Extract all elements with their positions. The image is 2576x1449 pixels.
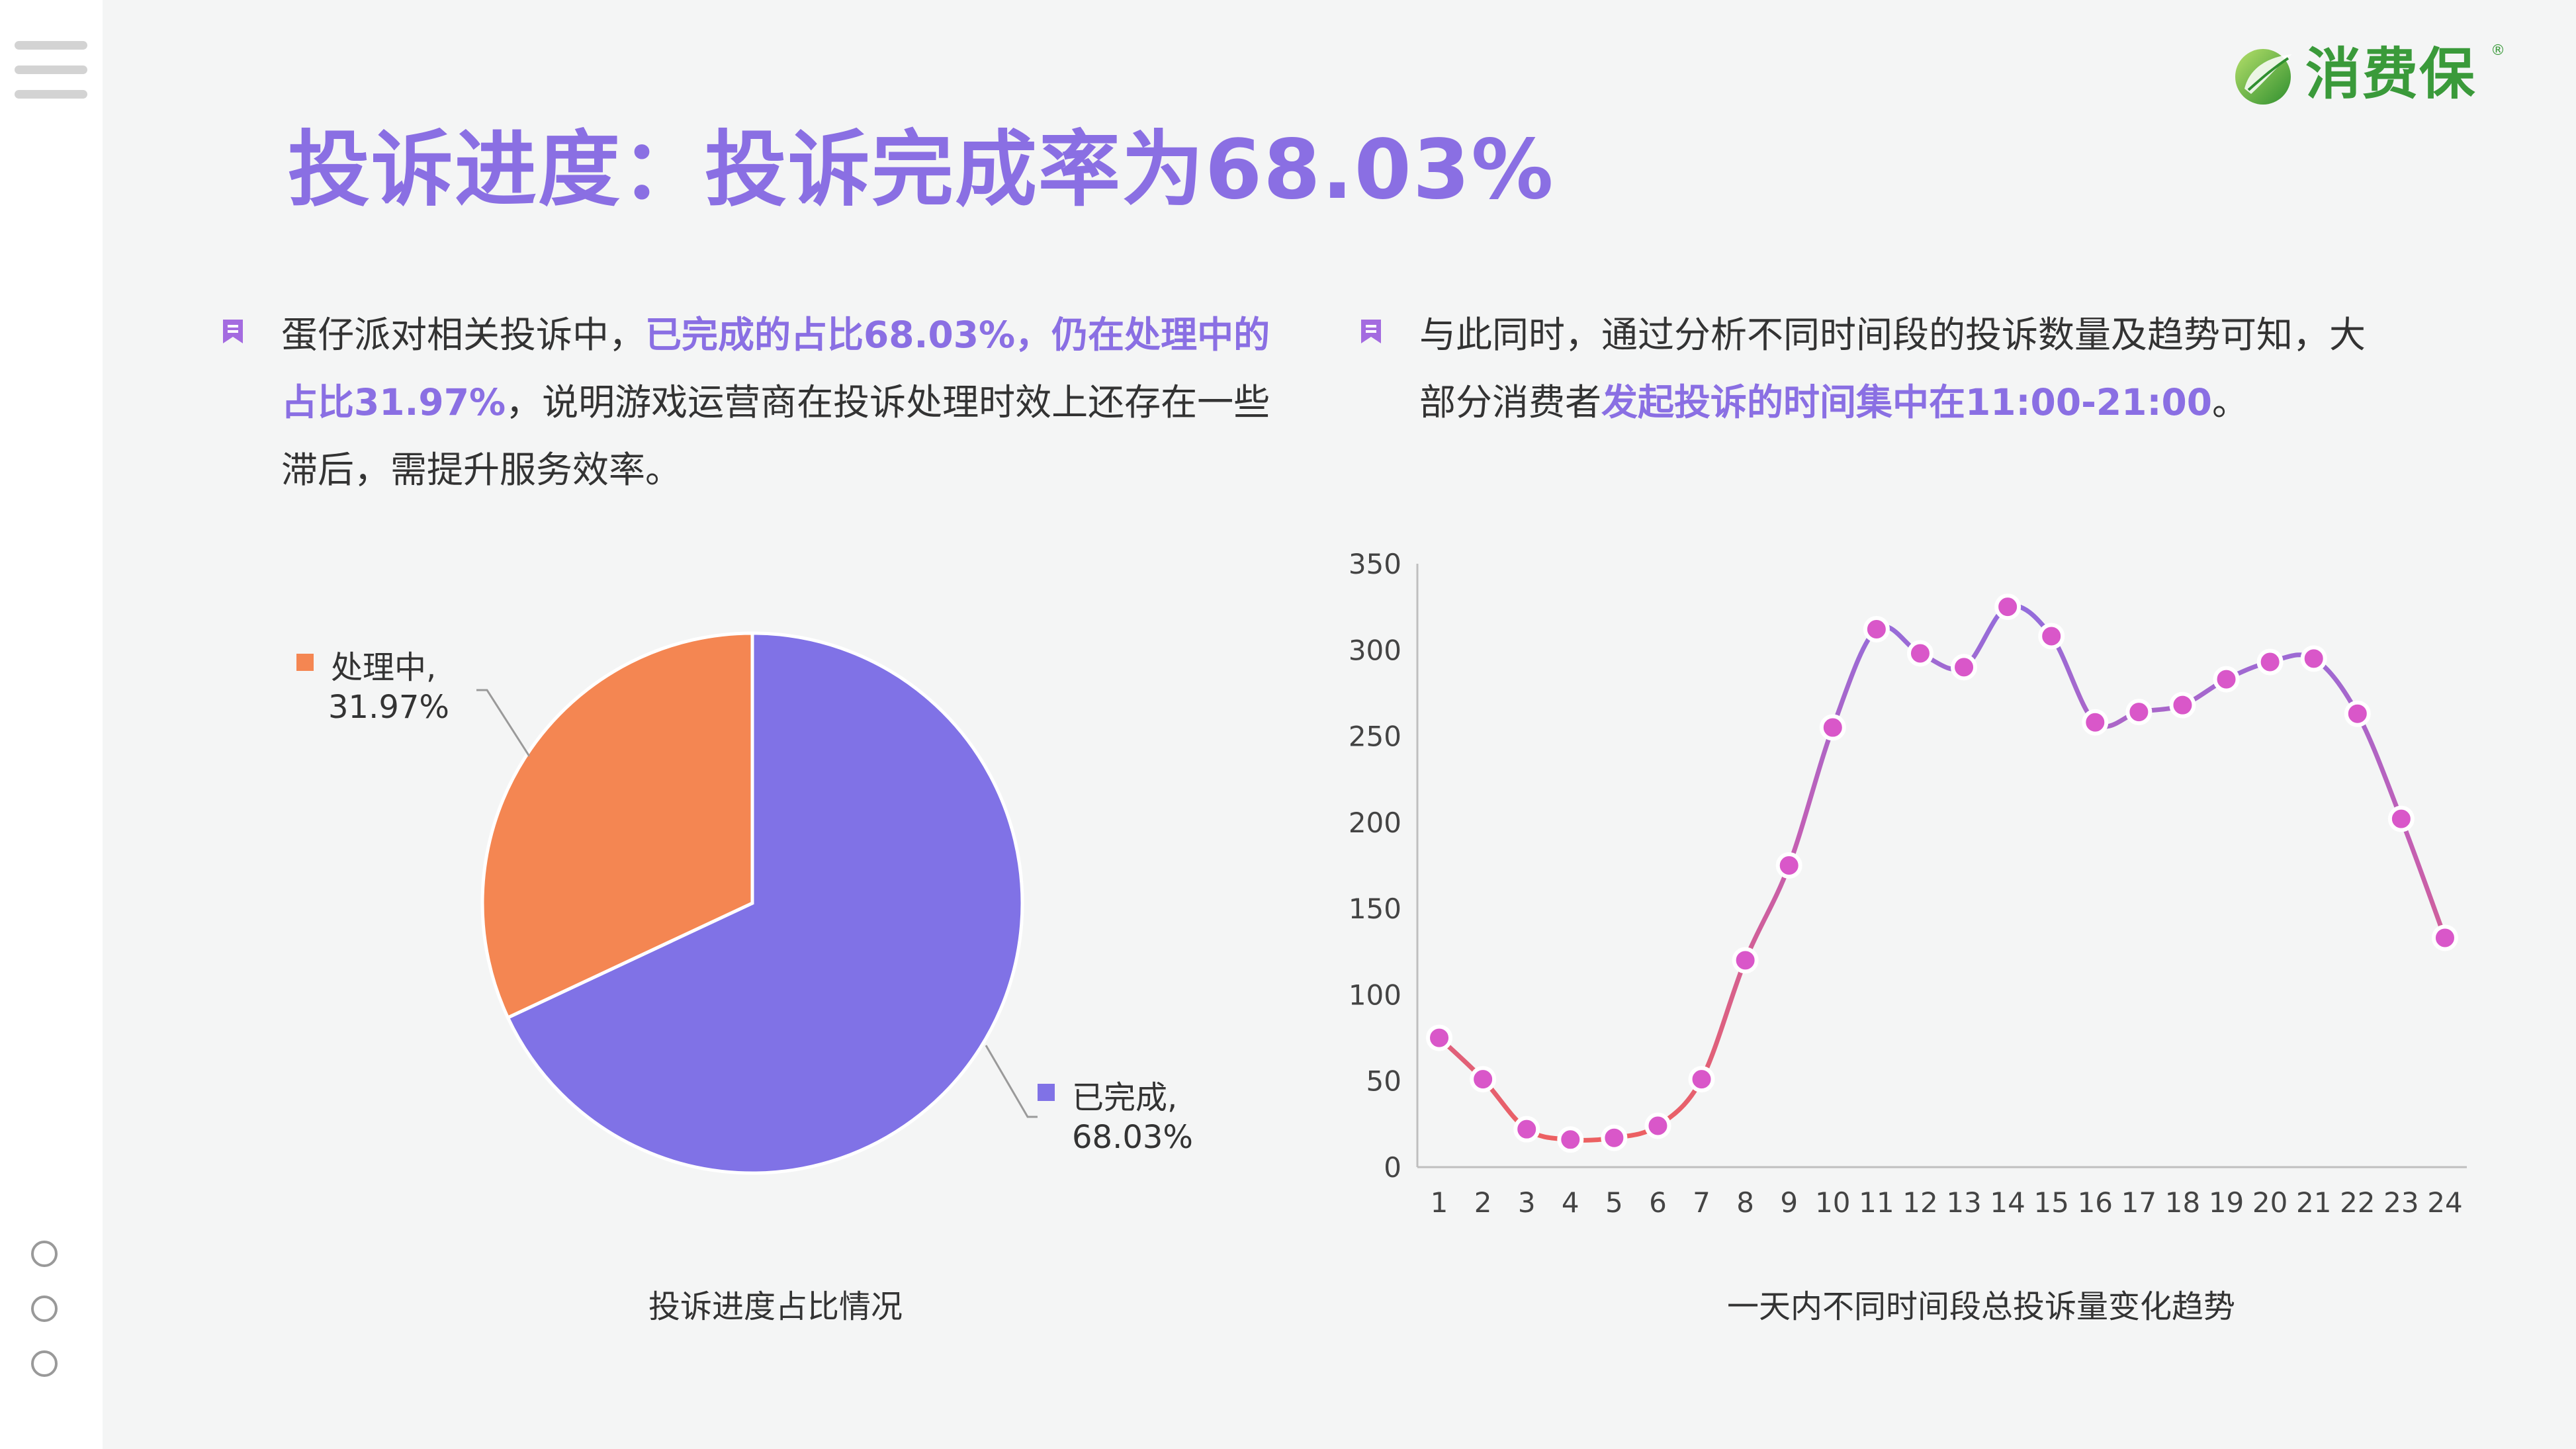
pie-legend-swatch — [296, 654, 314, 671]
left-highlight-1: 已完成的占比68.03%，仍在处理中的 — [645, 314, 1270, 356]
x-tick-label: 21 — [2296, 1186, 2331, 1219]
pie-legend-swatch — [1038, 1084, 1055, 1101]
right-paragraph: 与此同时，通过分析不同时间段的投诉数量及趋势可知，大 部分消费者发起投诉的时间集… — [1419, 301, 2478, 436]
left-highlight-2: 占比31.97% — [281, 381, 506, 423]
left-text-1: 蛋仔派对相关投诉中， — [281, 314, 646, 356]
page-dot-2[interactable] — [31, 1295, 58, 1322]
y-tick-label: 0 — [1384, 1151, 1401, 1184]
left-text-2: ，说明游戏运营商在投诉处理时效上还存在一些 — [506, 381, 1270, 423]
data-point-12 — [1906, 640, 1933, 667]
pie-slice-name: 已完成, — [1072, 1079, 1177, 1116]
x-tick-label: 3 — [1518, 1186, 1536, 1219]
line-chart-caption: 一天内不同时间段总投诉量变化趋势 — [1727, 1288, 2236, 1325]
x-tick-label: 2 — [1474, 1186, 1492, 1219]
registered-mark: ® — [2491, 42, 2505, 59]
x-tick-label: 20 — [2252, 1186, 2287, 1219]
x-tick-label: 19 — [2209, 1186, 2244, 1219]
x-tick-label: 13 — [1946, 1186, 1981, 1219]
data-point-21 — [2300, 645, 2327, 672]
x-tick-label: 14 — [1990, 1186, 2025, 1219]
data-point-15 — [2038, 623, 2065, 650]
data-point-9 — [1775, 852, 1802, 879]
y-tick-label: 100 — [1349, 979, 1401, 1011]
brand-name: 消费保 — [2305, 42, 2477, 107]
pie-leader-line — [476, 689, 531, 757]
x-tick-label: 8 — [1736, 1186, 1754, 1219]
right-text-3: 。 — [2212, 381, 2249, 423]
page-dot-1[interactable] — [31, 1241, 58, 1267]
right-highlight: 发起投诉的时间集中在11:00-21:00 — [1601, 381, 2212, 423]
data-point-23 — [2387, 805, 2415, 832]
pie-slice-label: 68.03% — [1072, 1119, 1193, 1156]
y-tick-label: 300 — [1349, 634, 1401, 666]
left-paragraph: 蛋仔派对相关投诉中，已完成的占比68.03%，仍在处理中的 占比31.97%，说… — [281, 301, 1313, 504]
pie-chart: 已完成,68.03% 处理中,31.97% — [296, 631, 1193, 1175]
y-tick-label: 250 — [1349, 721, 1401, 753]
x-tick-label: 7 — [1693, 1186, 1710, 1219]
pie-slice-1 — [506, 631, 1024, 1175]
series-line — [1437, 603, 2448, 1143]
data-point-3 — [1513, 1116, 1540, 1143]
x-tick-label: 9 — [1780, 1186, 1798, 1219]
x-tick-label: 16 — [2078, 1186, 2113, 1219]
data-point-14 — [1994, 593, 2021, 621]
left-text-3: 滞后，需提升服务效率。 — [281, 449, 682, 491]
x-tick-label: 15 — [2033, 1186, 2068, 1219]
x-tick-label: 11 — [1859, 1186, 1894, 1219]
bookmark-icon — [1361, 320, 1381, 343]
hamburger-menu-icon[interactable] — [15, 41, 87, 101]
pie-leader-line — [985, 1045, 1038, 1118]
x-tick-label: 23 — [2383, 1186, 2419, 1219]
right-text-2: 部分消费者 — [1419, 381, 1602, 423]
pie-slice-label: 31.97% — [328, 689, 449, 726]
x-tick-label: 6 — [1649, 1186, 1667, 1219]
page-title: 投诉进度：投诉完成率为68.03% — [288, 122, 1555, 218]
pie-chart-caption: 投诉进度占比情况 — [648, 1288, 903, 1325]
data-point-10 — [1819, 714, 1846, 741]
x-tick-label: 17 — [2121, 1186, 2156, 1219]
x-tick-label: 24 — [2427, 1186, 2462, 1219]
data-point-7 — [1688, 1066, 1715, 1093]
x-tick-label: 4 — [1562, 1186, 1579, 1219]
slide — [103, 0, 2576, 1449]
brand-logo: 消费保 ® — [2231, 41, 2509, 107]
x-tick-label: 1 — [1431, 1186, 1448, 1219]
data-point-24 — [2431, 924, 2458, 951]
pie-slice-2 — [480, 631, 754, 1020]
data-point-22 — [2344, 700, 2371, 727]
data-point-13 — [1951, 654, 1978, 681]
data-point-11 — [1863, 616, 1890, 643]
data-point-18 — [2169, 691, 2196, 719]
data-point-2 — [1470, 1066, 1497, 1093]
y-tick-label: 50 — [1366, 1065, 1401, 1098]
data-point-16 — [2082, 709, 2109, 736]
data-point-5 — [1601, 1124, 1628, 1151]
data-point-8 — [1732, 947, 1759, 974]
data-point-4 — [1557, 1126, 1584, 1153]
x-tick-label: 18 — [2165, 1186, 2200, 1219]
leaf-icon — [2235, 49, 2292, 105]
x-tick-label: 22 — [2340, 1186, 2375, 1219]
right-text-1: 与此同时，通过分析不同时间段的投诉数量及趋势可知，大 — [1419, 314, 2366, 356]
page-dot-3[interactable] — [31, 1350, 58, 1377]
x-tick-label: 10 — [1815, 1186, 1850, 1219]
data-point-20 — [2256, 648, 2284, 676]
y-tick-label: 150 — [1349, 893, 1401, 925]
data-point-19 — [2213, 666, 2240, 693]
x-tick-label: 5 — [1605, 1186, 1623, 1219]
sidebar — [0, 0, 103, 1449]
data-point-1 — [1426, 1024, 1453, 1051]
bookmark-icon — [223, 320, 243, 343]
data-point-17 — [2125, 699, 2153, 726]
data-point-6 — [1644, 1112, 1671, 1139]
y-tick-label: 200 — [1349, 807, 1401, 839]
x-tick-label: 12 — [1902, 1186, 1937, 1219]
y-tick-label: 350 — [1349, 548, 1401, 580]
pie-slice-name: 处理中, — [331, 649, 436, 686]
